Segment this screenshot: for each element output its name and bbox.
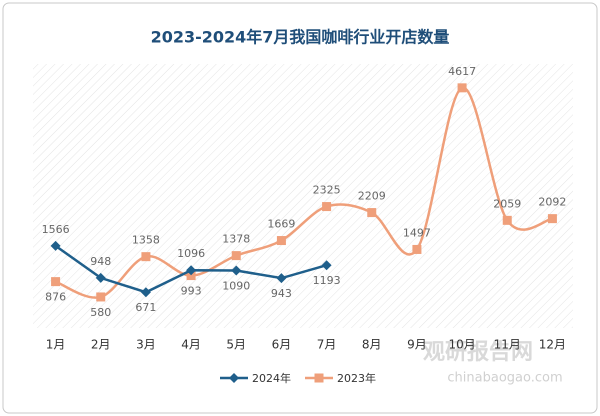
data-label: 1497 <box>403 226 431 239</box>
data-label: 1090 <box>222 280 250 293</box>
data-label: 1193 <box>313 274 341 287</box>
x-tick-label: 1月 <box>46 338 66 352</box>
data-label: 1096 <box>177 247 205 260</box>
data-label: 943 <box>271 287 292 300</box>
data-label: 4617 <box>448 65 476 78</box>
marker <box>96 292 106 302</box>
marker <box>457 83 467 93</box>
marker <box>186 265 197 276</box>
legend-marker <box>314 373 324 383</box>
marker <box>141 252 151 262</box>
x-tick-label: 4月 <box>181 338 201 352</box>
legend-marker <box>229 373 239 383</box>
data-label: 671 <box>135 301 156 314</box>
marker <box>50 240 61 251</box>
data-label: 2092 <box>538 196 566 209</box>
marker <box>95 272 106 283</box>
legend-label: 2023年 <box>337 371 376 385</box>
marker <box>412 244 422 254</box>
x-tick-label: 6月 <box>272 338 292 352</box>
marker <box>322 202 332 212</box>
chart-title: 2023-2024年7月我国咖啡行业开店数量 <box>151 28 450 47</box>
x-tick-label: 5月 <box>226 338 246 352</box>
x-tick-label: 7月 <box>317 338 337 352</box>
marker <box>51 277 61 287</box>
watermark: chinabaogao.com <box>447 371 562 386</box>
data-label: 1358 <box>132 234 160 247</box>
x-tick-label: 11月 <box>494 338 521 352</box>
marker <box>321 260 332 271</box>
data-label: 580 <box>90 306 111 319</box>
data-label: 1566 <box>42 223 70 236</box>
data-label: 993 <box>181 285 202 298</box>
data-label: 948 <box>90 255 111 268</box>
x-tick-label: 9月 <box>407 338 427 352</box>
marker <box>367 208 377 218</box>
data-label: 2209 <box>358 190 386 203</box>
marker <box>186 271 196 281</box>
x-tick-label: 3月 <box>136 338 156 352</box>
x-tick-label: 12月 <box>539 338 566 352</box>
x-tick-label: 2月 <box>91 338 111 352</box>
x-tick-label: 8月 <box>362 338 382 352</box>
marker <box>502 215 512 225</box>
data-label: 1378 <box>222 233 250 246</box>
marker <box>231 251 241 261</box>
marker <box>547 214 557 224</box>
data-label: 1669 <box>267 218 295 231</box>
legend-label: 2024年 <box>252 371 291 385</box>
data-label: 2325 <box>313 184 341 197</box>
marker <box>140 287 151 298</box>
data-label: 876 <box>45 291 66 304</box>
data-label: 2059 <box>493 197 521 210</box>
marker <box>276 273 287 284</box>
watermark: 观研报告网 <box>423 340 533 365</box>
x-tick-label: 10月 <box>448 338 475 352</box>
marker <box>231 265 242 276</box>
marker <box>276 236 286 246</box>
